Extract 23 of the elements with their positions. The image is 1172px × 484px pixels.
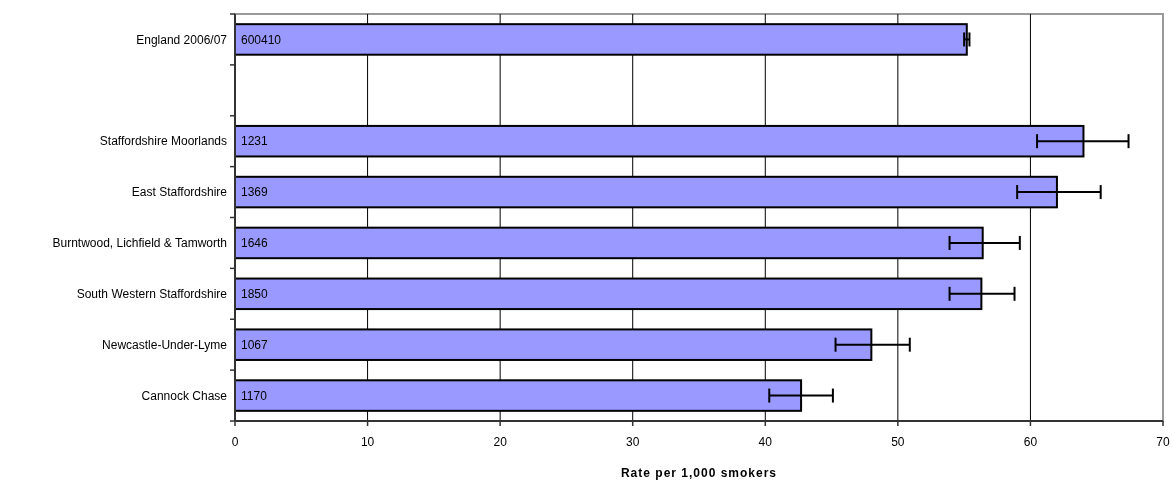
annotation: 1067 (241, 337, 269, 352)
annotation: 1646 (241, 236, 269, 251)
y-tick-label: Cannock Chase (141, 388, 228, 403)
y-tick-label: Staffordshire Moorlands (99, 134, 227, 149)
x-tick-label: 60 (1023, 435, 1038, 449)
x-tick-label: 50 (891, 435, 905, 449)
x-tick-label: 10 (360, 435, 375, 449)
annotation: 1369 (241, 185, 269, 200)
y-tick-label: England 2006/07 (136, 32, 228, 47)
x-tick-label: 40 (758, 435, 773, 449)
x-tick-label: 30 (626, 435, 640, 449)
y-tick-label: Burntwood, Lichfield & Tamworth (52, 236, 227, 251)
y-tick-label: Newcastle-Under-Lyme (102, 337, 228, 352)
x-tick-label: 20 (493, 435, 508, 449)
annotation: 600410 (241, 32, 282, 47)
annotation: 1170 (241, 388, 268, 403)
x-tick-label: 0 (231, 435, 239, 449)
x-axis-title: Rate per 1,000 smokers (620, 466, 778, 480)
annotation: 1231 (241, 134, 269, 149)
y-tick-label: East Staffordshire (131, 185, 228, 200)
annotation: 1850 (241, 287, 269, 302)
y-tick-label: South Western Staffordshire (76, 287, 228, 302)
x-tick-label: 70 (1156, 435, 1170, 449)
